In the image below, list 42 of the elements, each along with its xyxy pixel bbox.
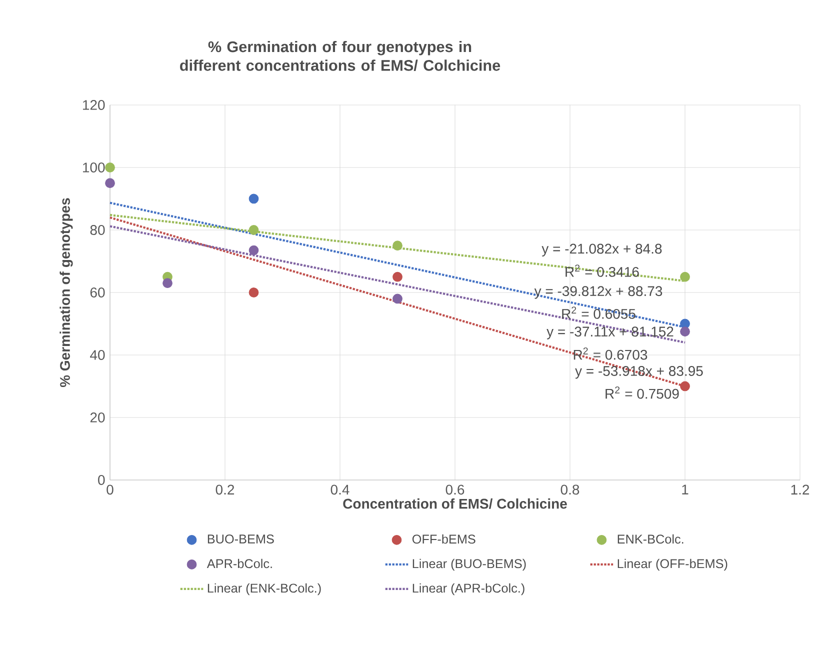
y-tick-label: 20 bbox=[90, 412, 105, 422]
y-tick-label: 0 bbox=[98, 475, 105, 485]
legend-label: ENK-BColc. bbox=[618, 534, 684, 544]
annotation: y = -37.11x + 81.152 bbox=[546, 326, 674, 340]
y-axis-title: % Germination of genotypes bbox=[60, 198, 73, 388]
point bbox=[248, 194, 259, 204]
x-tick-label: 1 bbox=[682, 484, 688, 494]
point bbox=[392, 240, 402, 251]
point bbox=[248, 225, 259, 235]
annotation: R$^{2}$ = 0.7509 bbox=[606, 386, 679, 399]
point bbox=[105, 162, 115, 172]
legend-label: Linear (ENK-BColc.) bbox=[208, 583, 321, 596]
legend-label: Linear (OFF-bEMS) bbox=[618, 558, 728, 571]
y-tick-label: 120 bbox=[83, 100, 105, 110]
annotation: y = -21.082x + 84.8 bbox=[542, 244, 662, 256]
y-tick-label: 100 bbox=[83, 162, 105, 172]
legend-label: Linear (APR-bColc.) bbox=[412, 583, 524, 596]
y-tick-label: 40 bbox=[90, 350, 105, 360]
point bbox=[392, 294, 402, 304]
point bbox=[248, 288, 259, 298]
point bbox=[680, 326, 690, 336]
x-axis-title: Concentration of EMS/ Colchicine bbox=[343, 498, 567, 509]
point bbox=[248, 245, 259, 256]
legend-label: APR-bColc. bbox=[206, 558, 272, 568]
x-tick-label: 0.8 bbox=[560, 484, 580, 495]
chart-title: % Germination of four genotypes in different concentrations of EMS/ Colchicine bbox=[180, 40, 500, 72]
point bbox=[392, 272, 402, 282]
point bbox=[105, 178, 115, 188]
point bbox=[680, 272, 690, 282]
legend-label: OFF-bEMS bbox=[412, 534, 476, 544]
legend-label: BUO-BEMS bbox=[208, 534, 274, 544]
y-tick-label: 80 bbox=[90, 225, 105, 235]
legend-label: Linear (BUO-BEMS) bbox=[412, 558, 526, 571]
point bbox=[680, 381, 690, 392]
y-tick-label: 60 bbox=[90, 288, 105, 298]
x-tick-label: 0.4 bbox=[330, 484, 350, 495]
annotation: y = -39.812x + 88.73 bbox=[534, 286, 662, 299]
x-tick-label: 1.2 bbox=[791, 484, 810, 494]
x-tick-label: 0 bbox=[106, 484, 114, 495]
x-tick-label: 0.6 bbox=[446, 484, 464, 495]
x-tick-label: 0.2 bbox=[216, 484, 234, 495]
point bbox=[162, 278, 172, 288]
